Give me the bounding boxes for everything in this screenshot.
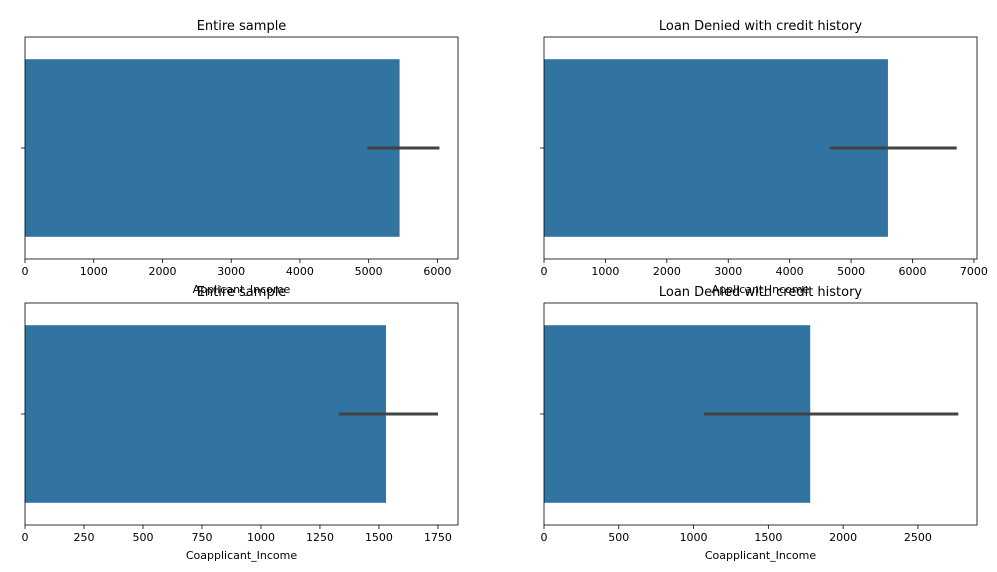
subplot-title: Loan Denied with credit history: [659, 285, 863, 300]
x-tick-label: 5000: [355, 265, 383, 278]
subplot-3: Entire sample 0 250 500 750 1000 1250 1500 1750 C…: [21, 285, 459, 562]
x-tick-label: 250: [73, 531, 94, 544]
x-tick-label: 7000: [960, 265, 988, 278]
x-tick-label: 6000: [899, 265, 927, 278]
x-tick-label: 500: [132, 531, 153, 544]
x-axis-label: Coapplicant_Income: [186, 549, 298, 562]
x-tick-label: 3000: [714, 265, 742, 278]
x-tick-label: 2000: [148, 265, 176, 278]
x-tick-label: 0: [22, 265, 29, 278]
x-tick-label: 2000: [653, 265, 681, 278]
bar: [25, 59, 400, 237]
subplot-2: Loan Denied with credit history 0 1000 2000…: [540, 19, 988, 296]
x-tick-label: 1000: [80, 265, 108, 278]
x-tick-label: 500: [608, 531, 629, 544]
x-tick-label: 750: [191, 531, 212, 544]
x-tick-label: 4000: [776, 265, 804, 278]
x-tick-label: 0: [541, 531, 548, 544]
x-tick-label: 0: [541, 265, 548, 278]
subplot-title: Entire sample: [197, 285, 287, 300]
subplot-4: Loan Denied with credit history 0 500 1000 1…: [540, 285, 978, 562]
x-tick-label: 1750: [424, 531, 452, 544]
x-tick-label: 1000: [247, 531, 275, 544]
x-axis-label: Applicant_Income: [712, 283, 810, 296]
x-tick-label: 0: [22, 531, 29, 544]
x-tick-label: 5000: [837, 265, 865, 278]
subplot-title: Loan Denied with credit history: [659, 19, 863, 34]
bar: [25, 325, 387, 503]
x-tick-label: 2500: [904, 531, 932, 544]
x-tick-label: 3000: [217, 265, 245, 278]
subplot-title: Entire sample: [197, 19, 287, 34]
x-tick-label: 1500: [754, 531, 782, 544]
x-tick-label: 4000: [286, 265, 314, 278]
x-axis-label: Applicant_Income: [193, 283, 291, 296]
x-tick-label: 1000: [591, 265, 619, 278]
x-tick-label: 1250: [306, 531, 334, 544]
x-tick-label: 1500: [365, 531, 393, 544]
x-tick-label: 6000: [423, 265, 451, 278]
x-axis-label: Coapplicant_Income: [705, 549, 817, 562]
x-tick-label: 2000: [829, 531, 857, 544]
x-tick-label: 1000: [680, 531, 708, 544]
subplot-1: Entire sample 0 1000 2000 3000 4000 5000 6000 Ap…: [21, 19, 459, 296]
